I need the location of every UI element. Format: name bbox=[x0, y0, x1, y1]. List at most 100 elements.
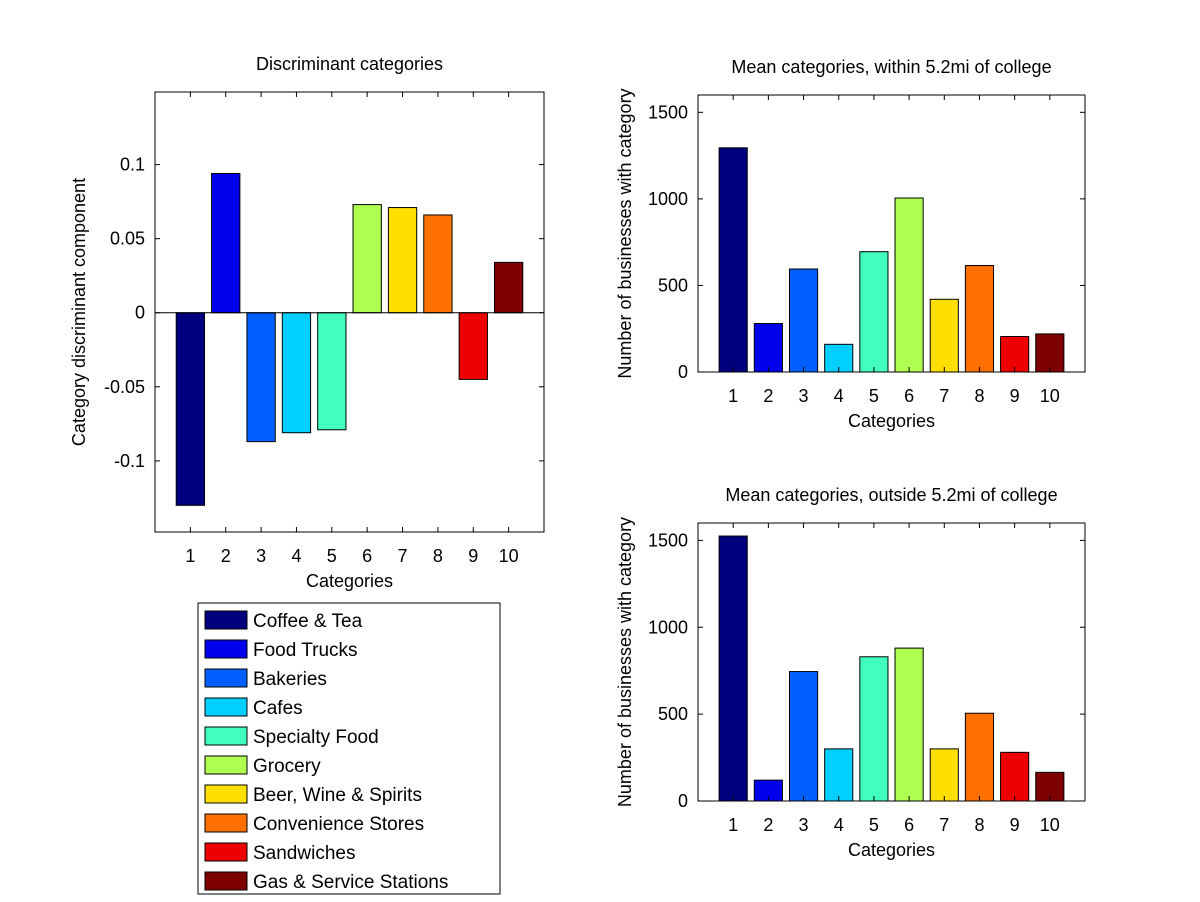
legend-label: Coffee & Tea bbox=[253, 611, 363, 632]
bar-2 bbox=[753, 323, 783, 373]
y-tick-label: -0.1 bbox=[114, 451, 145, 471]
legend-label: Sandwiches bbox=[253, 843, 355, 864]
bar-10 bbox=[493, 261, 524, 314]
x-axis-label: Categories bbox=[848, 411, 935, 431]
legend-label: Cafes bbox=[253, 698, 303, 719]
bar-7 bbox=[929, 298, 959, 373]
x-tick-label: 2 bbox=[221, 546, 231, 566]
bar-4 bbox=[281, 312, 312, 434]
x-tick-label: 1 bbox=[728, 386, 738, 406]
bar-2 bbox=[211, 172, 241, 314]
axes-box bbox=[697, 522, 1086, 802]
y-axis-label: Number of businesses with category bbox=[615, 517, 635, 807]
x-tick-label: 9 bbox=[1010, 386, 1020, 406]
x-tick-label: 3 bbox=[799, 815, 809, 835]
x-tick-label: 6 bbox=[904, 815, 914, 835]
legend-swatch bbox=[204, 668, 248, 688]
y-tick-label: 1000 bbox=[648, 189, 688, 209]
axes-box bbox=[697, 94, 1086, 373]
legend-label: Specialty Food bbox=[253, 727, 379, 748]
bar-5 bbox=[859, 251, 889, 373]
legend-swatch bbox=[204, 610, 248, 630]
y-tick-label: -0.05 bbox=[104, 377, 145, 397]
x-tick-label: 4 bbox=[291, 546, 301, 566]
y-tick-label: 1000 bbox=[648, 617, 688, 637]
x-tick-label: 6 bbox=[904, 386, 914, 406]
x-tick-label: 1 bbox=[185, 546, 195, 566]
x-tick-label: 6 bbox=[362, 546, 372, 566]
chart-discriminant: -0.1 -0.05 0 0.05 0.1 1 2 3 4 5 6 7 8 9 10 Discriminant… bbox=[69, 54, 545, 591]
x-tick-label: 2 bbox=[763, 815, 773, 835]
chart-title: Mean categories, within 5.2mi of college bbox=[731, 57, 1051, 77]
y-tick-label: 0 bbox=[678, 362, 688, 382]
x-tick-label: 7 bbox=[398, 546, 408, 566]
y-axis-label: Category discriminant component bbox=[69, 178, 89, 446]
bar-8 bbox=[423, 214, 453, 314]
axes-box bbox=[154, 91, 545, 533]
legend-swatch bbox=[204, 813, 248, 833]
bar-3 bbox=[246, 312, 276, 443]
x-tick-label: 2 bbox=[763, 386, 773, 406]
bar-9 bbox=[1000, 751, 1030, 802]
x-axis-label: Categories bbox=[306, 571, 393, 591]
bar-1 bbox=[718, 147, 748, 373]
legend-label: Gas & Service Stations bbox=[253, 872, 448, 893]
y-tick-label: 0 bbox=[678, 791, 688, 811]
y-tick-label: 1500 bbox=[648, 102, 688, 122]
x-tick-label: 1 bbox=[728, 815, 738, 835]
bar-9 bbox=[458, 312, 488, 380]
x-tick-label: 9 bbox=[468, 546, 478, 566]
x-tick-label: 10 bbox=[499, 546, 519, 566]
x-axis-label: Categories bbox=[848, 840, 935, 860]
x-tick-label: 8 bbox=[433, 546, 443, 566]
bar-8 bbox=[964, 265, 995, 373]
bar-4 bbox=[824, 748, 854, 802]
legend-swatch bbox=[204, 639, 248, 659]
bar-6 bbox=[894, 197, 924, 373]
y-tick-label: 500 bbox=[658, 704, 688, 724]
legend-label: Beer, Wine & Spirits bbox=[253, 785, 422, 806]
x-tick-label: 9 bbox=[1010, 815, 1020, 835]
x-tick-label: 7 bbox=[939, 815, 949, 835]
legend-swatch bbox=[204, 871, 248, 891]
bar-5 bbox=[317, 312, 347, 431]
y-tick-label: 0.05 bbox=[110, 229, 145, 249]
x-tick-label: 3 bbox=[256, 546, 266, 566]
x-tick-label: 4 bbox=[834, 386, 844, 406]
x-tick-label: 10 bbox=[1040, 815, 1060, 835]
x-tick-label: 8 bbox=[974, 815, 984, 835]
y-tick-label: 1500 bbox=[648, 530, 688, 550]
chart-title: Discriminant categories bbox=[256, 54, 443, 74]
legend-label: Convenience Stores bbox=[253, 814, 424, 835]
legend-swatch bbox=[204, 842, 248, 862]
bar-8 bbox=[964, 712, 995, 802]
bar-7 bbox=[929, 748, 959, 802]
legend-swatch bbox=[204, 726, 248, 746]
bar-5 bbox=[859, 656, 889, 802]
legend-label: Food Trucks bbox=[253, 640, 358, 661]
chart-within: 0 500 1000 1500 1 2 3 4 5 6 7 8 9 10 Mean categories, … bbox=[615, 57, 1086, 431]
x-tick-label: 4 bbox=[834, 815, 844, 835]
bar-7 bbox=[387, 207, 418, 314]
bar-6 bbox=[352, 204, 382, 314]
legend-swatch bbox=[204, 784, 248, 804]
legend-swatch bbox=[204, 697, 248, 717]
y-tick-label: 0.1 bbox=[120, 155, 145, 175]
y-tick-label: 0 bbox=[135, 303, 145, 323]
x-tick-label: 10 bbox=[1040, 386, 1060, 406]
x-tick-label: 8 bbox=[974, 386, 984, 406]
legend-swatch bbox=[204, 755, 248, 775]
bar-6 bbox=[894, 647, 924, 802]
x-tick-label: 3 bbox=[799, 386, 809, 406]
bar-10 bbox=[1035, 333, 1065, 373]
bar-9 bbox=[1000, 336, 1030, 373]
legend-label: Grocery bbox=[253, 756, 321, 777]
bar-1 bbox=[718, 535, 748, 802]
x-tick-label: 5 bbox=[869, 386, 879, 406]
y-axis-label: Number of businesses with category bbox=[615, 88, 635, 378]
legend: Coffee & Tea Food Trucks Bakeries Cafes Spec… bbox=[197, 602, 501, 895]
bar-1 bbox=[175, 312, 206, 506]
x-tick-label: 5 bbox=[869, 815, 879, 835]
bar-3 bbox=[788, 268, 819, 373]
